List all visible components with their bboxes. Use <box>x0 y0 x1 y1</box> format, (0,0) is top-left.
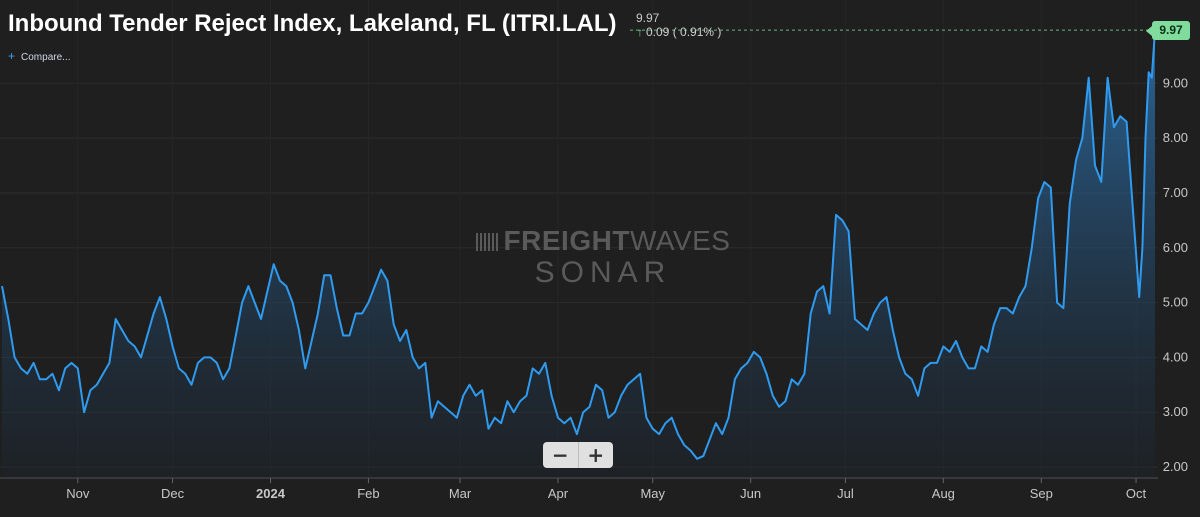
y-tick-label: 3.00 <box>1163 404 1188 419</box>
x-tick-label: Jul <box>837 486 854 501</box>
y-tick-label: 6.00 <box>1163 240 1188 255</box>
y-tick-label: 9.00 <box>1163 75 1188 90</box>
change-indicator: ↑ 0.09 ( 0.91% ) <box>637 25 721 39</box>
y-tick-label: 7.00 <box>1163 185 1188 200</box>
zoom-out-button[interactable]: − <box>551 443 569 467</box>
last-value-badge: 9.97 <box>1146 20 1190 40</box>
x-tick-label: May <box>640 486 665 501</box>
y-tick-label: 5.00 <box>1163 295 1188 310</box>
series-area <box>2 30 1155 478</box>
series-line <box>1 30 1156 460</box>
plus-icon: + <box>8 49 16 63</box>
x-tick-label: Aug <box>932 486 955 501</box>
x-tick-label: Nov <box>66 486 90 501</box>
x-tick-label: Apr <box>548 486 569 501</box>
x-tick-label: Jun <box>740 486 761 501</box>
y-tick-label: 4.00 <box>1163 349 1188 364</box>
compare-button[interactable]: + Compare... <box>8 49 70 63</box>
x-tick-label: Sep <box>1030 486 1053 501</box>
x-tick-label: Dec <box>161 486 185 501</box>
y-tick-label: 8.00 <box>1163 130 1188 145</box>
last-value-label: 9.97 <box>636 11 660 25</box>
x-tick-label: 2024 <box>256 486 286 501</box>
x-tick-label: Feb <box>357 486 379 501</box>
compare-label: Compare... <box>21 52 71 63</box>
change-value: 0.09 ( 0.91% ) <box>646 25 722 39</box>
x-tick-label: Mar <box>449 486 472 501</box>
zoom-in-button[interactable]: + <box>577 442 614 468</box>
y-tick-label: 2.00 <box>1163 459 1188 474</box>
up-arrow-icon: ↑ <box>637 25 643 39</box>
zoom-controls: − + <box>543 442 613 468</box>
chart-title: Inbound Tender Reject Index, Lakeland, F… <box>8 10 617 37</box>
x-tick-label: Oct <box>1126 486 1147 501</box>
